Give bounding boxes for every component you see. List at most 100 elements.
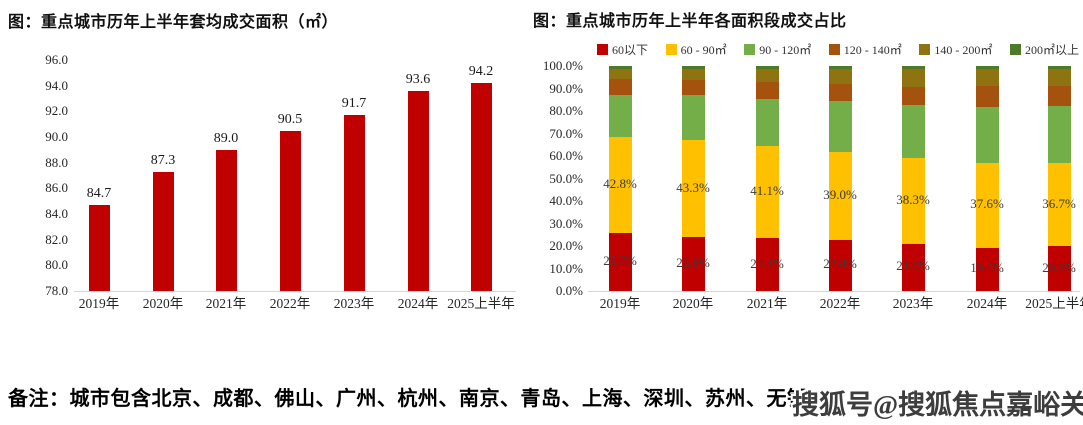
- y-axis-tick-label: 78.0: [45, 283, 68, 298]
- y-axis-tick-label: 50.0%: [549, 170, 583, 186]
- stacked-segment-200㎡以上: [975, 66, 999, 69]
- legend-item: 140 - 200㎡: [919, 41, 992, 58]
- bar: [470, 83, 492, 291]
- y-axis-tick-label: 96.0: [45, 52, 68, 67]
- stacked-segment-60 - 90㎡: [828, 151, 852, 240]
- legend-item: 60以下: [597, 41, 648, 58]
- stacked-segment-90 - 120㎡: [755, 98, 779, 146]
- legend-swatch-icon: [1009, 44, 1021, 55]
- legend-label: 200㎡以上: [1024, 43, 1079, 57]
- legend-swatch-icon: [828, 44, 840, 55]
- y-axis-tick-label: 86.0: [45, 180, 68, 196]
- right-chart-title: 图：重点城市历年上半年各面积段成交占比: [533, 13, 847, 30]
- segment-value-label: 43.3%: [676, 179, 710, 195]
- legend-swatch-icon: [597, 44, 608, 55]
- stacked-segment-140 - 200㎡: [681, 69, 705, 81]
- x-axis-tick-label: 2021年: [205, 296, 247, 311]
- bar: [343, 115, 365, 291]
- y-axis-tick-label: 10.0%: [549, 260, 583, 276]
- x-axis-tick-label: 2023年: [892, 296, 934, 311]
- stacked-segment-90 - 120㎡: [608, 94, 632, 137]
- bar: [152, 171, 174, 291]
- stacked-segment-60 - 90㎡: [901, 157, 925, 244]
- x-axis-tick-label: 2022年: [269, 296, 311, 311]
- x-axis-tick-label: 2024年: [397, 296, 439, 311]
- x-axis-tick-label: 2025上半年: [1025, 296, 1083, 311]
- y-axis-tick-label: 70.0%: [549, 125, 583, 141]
- y-axis-tick-label: 30.0%: [549, 215, 583, 231]
- stacked-segment-200㎡以上: [828, 66, 852, 69]
- stacked-segment-60 - 90㎡: [681, 140, 705, 238]
- stacked-segment-120 - 140㎡: [901, 86, 925, 106]
- stacked-segment-120 - 140㎡: [1047, 86, 1071, 107]
- stacked-segment-60以下: [608, 233, 632, 291]
- x-axis-tick-label: 2020年: [142, 296, 184, 311]
- stacked-segment-60 - 90㎡: [755, 145, 779, 239]
- x-axis-tick-label: 2025上半年: [447, 296, 515, 311]
- footnote: 备注：城市包含北京、成都、佛山、广州、杭州、南京、青岛、上海、深圳、苏州、无锡: [8, 388, 808, 410]
- x-axis-tick-label: 2019年: [78, 296, 120, 311]
- x-axis-tick-label: 2023年: [333, 296, 375, 311]
- watermark: 搜狐号@搜狐焦点嘉峪关站: [792, 390, 1083, 420]
- stacked-segment-200㎡以上: [681, 66, 705, 70]
- stacked-segment-90 - 120㎡: [828, 101, 852, 152]
- bar-value-label: 93.6: [405, 71, 431, 87]
- bar-value-label: 90.5: [277, 111, 303, 127]
- stacked-segment-120 - 140㎡: [828, 84, 852, 102]
- y-axis-tick-label: 92.0: [45, 103, 68, 119]
- y-axis-tick-label: 94.0: [45, 77, 68, 93]
- stacked-segment-90 - 120㎡: [1047, 106, 1071, 164]
- legend-item: 90 - 120㎡: [744, 41, 811, 58]
- x-axis-tick-label: 2022年: [819, 296, 861, 311]
- stacked-segment-120 - 140㎡: [681, 80, 705, 96]
- segment-value-label: 41.1%: [750, 183, 784, 199]
- legend-item: 200㎡以上: [1009, 41, 1079, 58]
- segment-value-label: 20.0%: [1042, 259, 1076, 275]
- y-axis-tick-label: 60.0%: [549, 148, 583, 163]
- segment-value-label: 38.3%: [896, 191, 930, 207]
- x-axis-tick-label: 2021年: [746, 296, 788, 311]
- y-axis-tick-label: 40.0%: [549, 193, 583, 208]
- stacked-segment-60以下: [901, 243, 925, 291]
- segment-value-label: 42.8%: [603, 176, 637, 192]
- stacked-segment-60 - 90㎡: [975, 162, 999, 248]
- stacked-segment-140 - 200㎡: [901, 68, 925, 87]
- bar-value-label: 84.7: [86, 186, 112, 202]
- stacked-segment-200㎡以上: [1047, 66, 1071, 69]
- stacked-segment-120 - 140㎡: [755, 81, 779, 99]
- stacked-segment-140 - 200㎡: [1047, 68, 1071, 87]
- y-axis-tick-label: 88.0: [45, 154, 68, 170]
- segment-value-label: 21.0%: [896, 258, 930, 274]
- left-chart-title: 图：重点城市历年上半年套均成交面积（㎡）: [8, 14, 339, 31]
- legend-swatch-icon: [919, 44, 931, 55]
- x-axis-line: [588, 291, 1080, 292]
- stacked-segment-200㎡以上: [755, 66, 779, 70]
- y-axis-tick-label: 84.0: [45, 206, 68, 221]
- segment-value-label: 23.4%: [750, 255, 784, 271]
- stacked-segment-60以下: [681, 237, 705, 291]
- x-axis-line: [74, 291, 516, 292]
- stacked-segment-60 - 90㎡: [1047, 163, 1071, 246]
- segment-value-label: 36.7%: [1042, 195, 1076, 211]
- bar: [279, 130, 301, 291]
- stacked-segment-200㎡以上: [901, 66, 925, 69]
- stacked-segment-60以下: [755, 238, 779, 291]
- stacked-segment-90 - 120㎡: [901, 105, 925, 158]
- stacked-segment-60以下: [1047, 246, 1071, 291]
- legend-label: 120 - 140㎡: [843, 43, 902, 57]
- stacked-segment-140 - 200㎡: [608, 68, 632, 79]
- stacked-segment-200㎡以上: [608, 66, 632, 69]
- bar: [407, 90, 429, 291]
- legend-label: 90 - 120㎡: [759, 43, 812, 57]
- stacked-segment-140 - 200㎡: [755, 69, 779, 82]
- legend-swatch-icon: [665, 44, 677, 55]
- bar-value-label: 91.7: [341, 96, 367, 112]
- y-axis-tick-label: 0.0%: [555, 283, 583, 298]
- y-axis-tick-label: 82.0: [45, 231, 68, 247]
- y-axis-tick-label: 80.0%: [549, 103, 583, 118]
- legend-item: 60 - 90㎡: [665, 41, 727, 58]
- stacked-segment-90 - 120㎡: [681, 95, 705, 141]
- legend-swatch-icon: [744, 44, 756, 55]
- bar: [215, 149, 237, 291]
